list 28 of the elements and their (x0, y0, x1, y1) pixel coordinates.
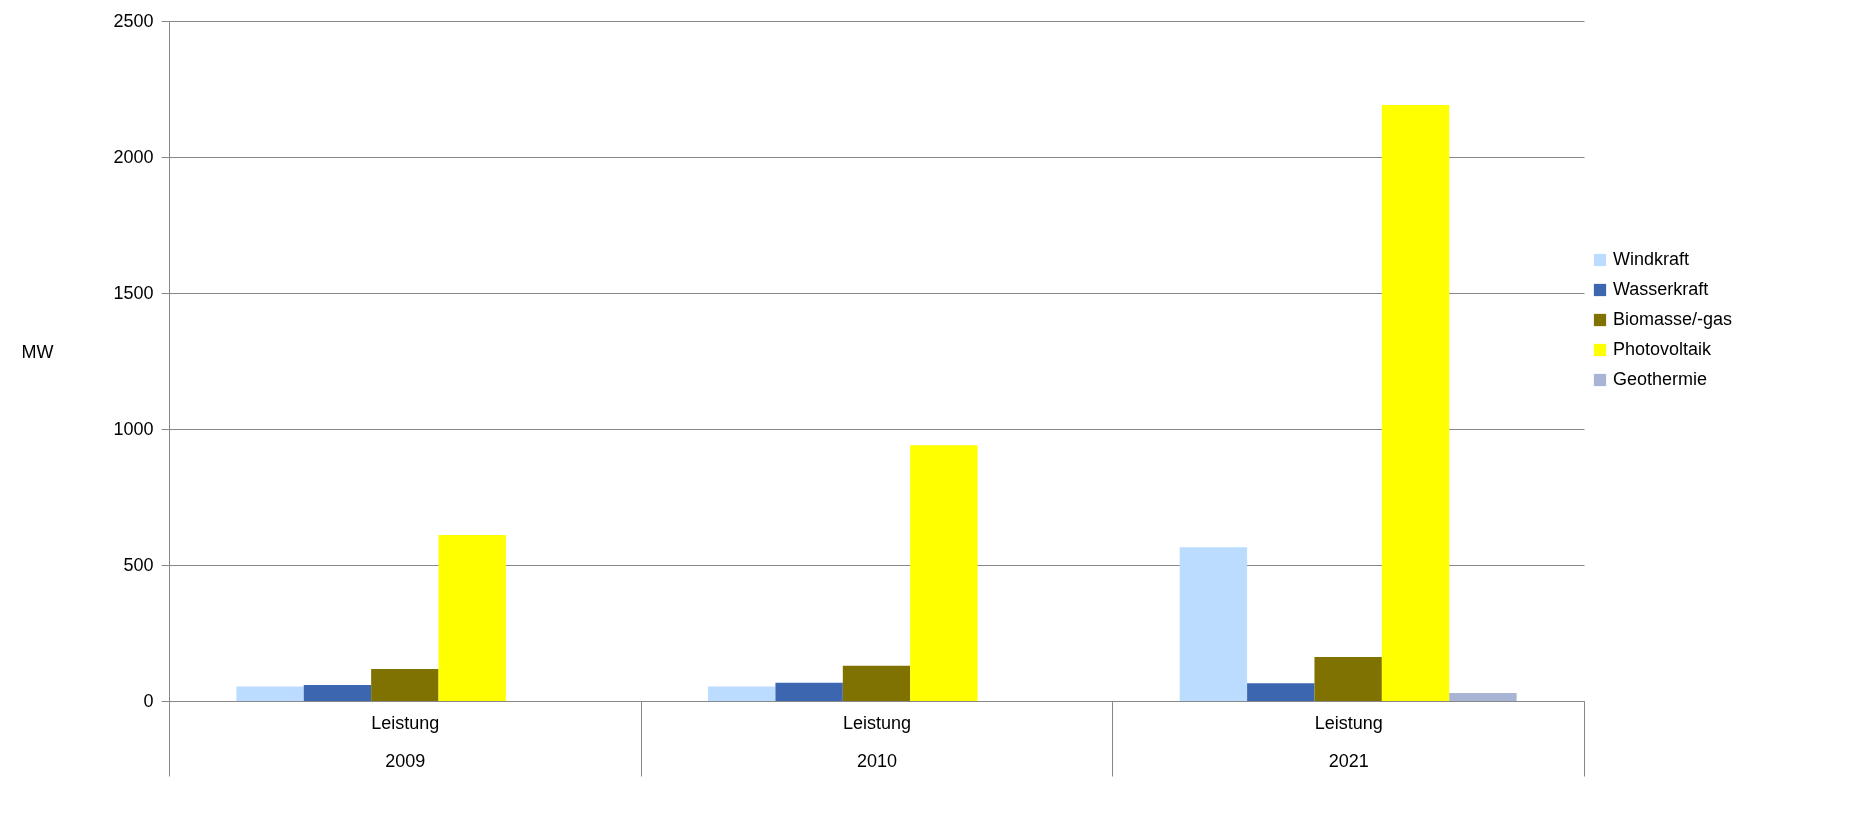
y-tick-label: 500 (123, 554, 154, 575)
bar (910, 445, 978, 701)
x-tick-label: Leistung 2010 (842, 712, 912, 771)
y-tick-label: 2000 (113, 146, 154, 167)
bar (708, 686, 776, 701)
x-tick-label: Leistung 2021 (1314, 712, 1383, 771)
bar (1179, 547, 1248, 701)
y-tick-label: 1500 (113, 282, 154, 303)
y-axis-title: MW (21, 341, 54, 362)
bar (1449, 693, 1517, 701)
legend-label: Geothermie (1613, 369, 1708, 389)
legend-label: Biomasse/-gas (1613, 309, 1733, 329)
bar (1247, 683, 1315, 701)
bar (438, 535, 506, 701)
y-tick-label: 1000 (113, 418, 154, 439)
legend-label: Wasserkraft (1613, 279, 1709, 299)
y-tick-label: 0 (143, 690, 154, 711)
bar (842, 665, 911, 701)
bar (303, 684, 372, 701)
legend-label: Windkraft (1613, 249, 1690, 269)
y-tick-label: 2500 (113, 10, 154, 31)
bar (1314, 656, 1382, 701)
bar (1381, 105, 1450, 701)
x-tick-label: Leistung 2009 (371, 712, 440, 771)
legend-label: Photovoltaik (1613, 339, 1713, 359)
bar (775, 682, 843, 701)
bar (236, 686, 304, 701)
bar (371, 668, 439, 701)
